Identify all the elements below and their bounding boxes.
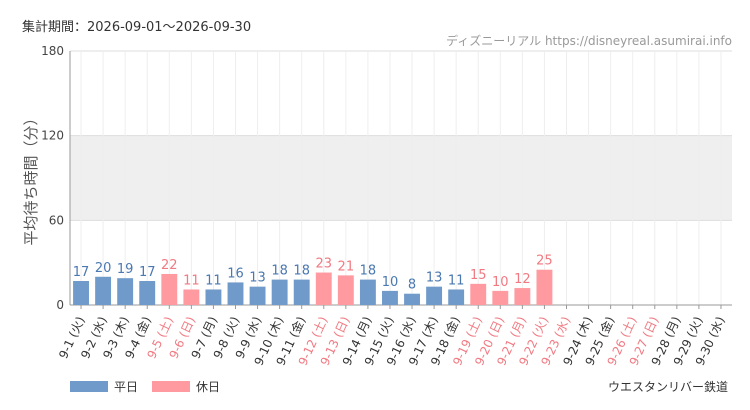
bar-21 [514, 288, 531, 305]
legend-label-holiday: 休日 [196, 380, 221, 394]
bar-19 [470, 283, 487, 305]
bar-20 [492, 290, 509, 305]
legend-label-weekday: 平日 [114, 380, 139, 394]
data-label-1: 17 [73, 265, 90, 280]
band-60-120 [70, 135, 732, 221]
data-label-22: 25 [536, 254, 553, 269]
collection-period: 集計期間：2026-09-01～2026-09-30 [22, 20, 252, 35]
legend-item-holiday: 休日 [152, 378, 220, 395]
legend-swatch-holiday [152, 381, 191, 392]
bar-17 [426, 286, 443, 305]
bar-14 [359, 279, 376, 305]
bar-1 [73, 281, 89, 305]
y-tick-label-3: 180 [41, 44, 64, 58]
legend-swatch-weekday [70, 381, 108, 392]
bar-10 [271, 279, 288, 305]
bar-15 [382, 290, 398, 305]
data-label-19: 15 [470, 268, 487, 283]
bar-2 [95, 276, 112, 305]
data-label-7: 11 [205, 273, 222, 288]
data-label-18: 11 [448, 273, 465, 288]
data-label-17: 13 [426, 271, 443, 286]
chart-legend: 平日 休日 [70, 378, 234, 395]
bar-8 [227, 282, 244, 305]
bar-13 [337, 275, 354, 305]
data-label-21: 12 [514, 272, 531, 287]
bar-9 [249, 286, 266, 305]
data-label-9: 13 [249, 271, 266, 286]
data-label-3: 19 [117, 262, 134, 277]
bar-12 [315, 272, 332, 305]
data-label-13: 21 [338, 259, 355, 274]
data-label-20: 10 [492, 275, 509, 290]
y-axis-title: 平均待ち時間（分） [22, 110, 40, 245]
source-credit: ディズニーリアル https://disneyreal.asumirai.inf… [446, 34, 732, 48]
bar-4 [139, 281, 156, 305]
bar-22 [536, 269, 553, 305]
data-label-6: 11 [183, 273, 200, 288]
bar-7 [205, 289, 222, 305]
data-label-15: 10 [382, 275, 399, 290]
data-label-8: 16 [227, 266, 244, 281]
bar-16 [404, 293, 420, 305]
y-tick-label-1: 60 [49, 213, 64, 227]
y-tick-label-2: 120 [41, 129, 64, 143]
bar-11 [293, 279, 310, 305]
legend-item-weekday: 平日 [70, 378, 138, 395]
y-tick-label-0: 0 [56, 298, 64, 312]
data-label-10: 18 [271, 264, 288, 279]
data-label-12: 23 [315, 257, 332, 272]
data-label-5: 22 [161, 258, 178, 273]
attraction-name: ウエスタンリバー鉄道 [607, 380, 728, 394]
bar-18 [448, 289, 465, 305]
bar-6 [183, 289, 200, 305]
data-label-14: 18 [360, 264, 377, 279]
data-label-11: 18 [293, 264, 310, 279]
data-label-16: 8 [408, 278, 416, 293]
bar-3 [117, 278, 134, 305]
data-label-4: 17 [139, 265, 156, 280]
data-label-2: 20 [95, 261, 112, 276]
bar-5 [161, 273, 178, 305]
